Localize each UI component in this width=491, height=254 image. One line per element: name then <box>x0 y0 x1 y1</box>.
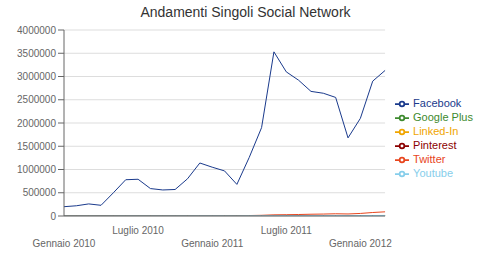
svg-text:Gennaio 2012: Gennaio 2012 <box>329 238 392 249</box>
svg-text:1500000: 1500000 <box>17 141 56 152</box>
svg-text:3500000: 3500000 <box>17 48 56 59</box>
html-text:Google Plus: Google Plus <box>413 110 473 123</box>
svg-text:Gennaio 2011: Gennaio 2011 <box>181 238 244 249</box>
svg-text:2500000: 2500000 <box>17 94 56 105</box>
svg-text:Gennaio 2010: Gennaio 2010 <box>33 238 96 249</box>
svg-text:1000000: 1000000 <box>17 164 56 175</box>
html-text:Andamenti Singoli Social Netwo: Andamenti Singoli Social Network <box>140 4 351 20</box>
svg-text:Luglio 2010: Luglio 2010 <box>112 225 164 236</box>
html-text:Linked-In: Linked-In <box>413 124 459 137</box>
html-text:Twitter: Twitter <box>413 153 446 166</box>
svg-text:4000000: 4000000 <box>17 25 56 36</box>
html-text:Youtube: Youtube <box>413 167 453 180</box>
html-text:Pinterest: Pinterest <box>413 139 457 151</box>
svg-text:500000: 500000 <box>23 187 57 198</box>
svg-text:Luglio 2011: Luglio 2011 <box>261 225 312 236</box>
svg-text:3000000: 3000000 <box>17 71 56 82</box>
svg-text:2000000: 2000000 <box>17 118 56 129</box>
html-text:Facebook: Facebook <box>413 96 462 109</box>
svg-text:0: 0 <box>50 211 56 222</box>
